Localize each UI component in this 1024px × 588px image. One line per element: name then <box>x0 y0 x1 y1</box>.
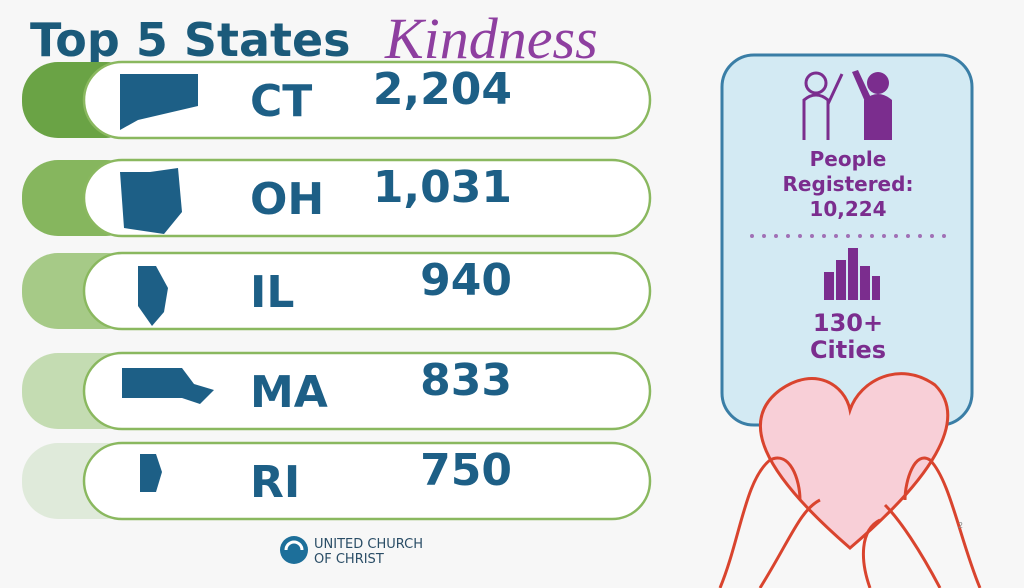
cities-label: Cities <box>810 336 886 364</box>
row-pill <box>82 158 652 238</box>
state-count: 1,031 <box>373 162 512 213</box>
logo-text: OF CHRIST <box>314 552 384 567</box>
city-icon <box>824 248 880 300</box>
state-code: RI <box>250 457 300 508</box>
logo-text: UNITED CHURCH <box>314 537 423 552</box>
state-shape <box>138 266 168 326</box>
row-pill <box>82 351 652 431</box>
title: Top 5 States <box>30 13 351 67</box>
registered-label: Registered: <box>783 172 914 196</box>
state-row: IL 940 <box>22 251 652 331</box>
state-row: MA 833 <box>22 351 652 431</box>
state-shape <box>122 368 214 404</box>
stats-panel <box>720 53 974 427</box>
people-icon <box>802 70 892 140</box>
state-code: OH <box>250 174 324 225</box>
registered-label: People <box>810 147 887 171</box>
cities-count: 130+ <box>813 309 883 337</box>
state-shape <box>120 74 198 130</box>
state-count: 2,204 <box>373 64 512 115</box>
script-title: Kindness <box>384 6 598 71</box>
state-row: RI 750 <box>22 441 652 521</box>
state-code: MA <box>250 367 328 418</box>
heart-hands <box>718 372 982 588</box>
state-count: 833 <box>420 355 512 406</box>
registered-count: 10,224 <box>809 197 886 221</box>
row-pill <box>82 251 652 331</box>
row-pill <box>82 60 652 140</box>
row-pill <box>82 441 652 521</box>
logo: UNITED CHURCH OF CHRIST <box>280 536 423 567</box>
state-count: 940 <box>420 255 512 306</box>
state-code: IL <box>250 267 294 318</box>
state-count: 750 <box>420 445 512 496</box>
state-row: OH 1,031 <box>22 158 652 238</box>
state-code: CT <box>250 76 312 127</box>
state-shape <box>120 168 182 234</box>
state-list: CT 2,204 OH 1,031 IL 940 MA 833 RI 750 <box>22 60 652 521</box>
state-row: CT 2,204 <box>22 60 652 140</box>
page-number: 2 <box>958 521 963 530</box>
state-shape <box>140 454 162 492</box>
